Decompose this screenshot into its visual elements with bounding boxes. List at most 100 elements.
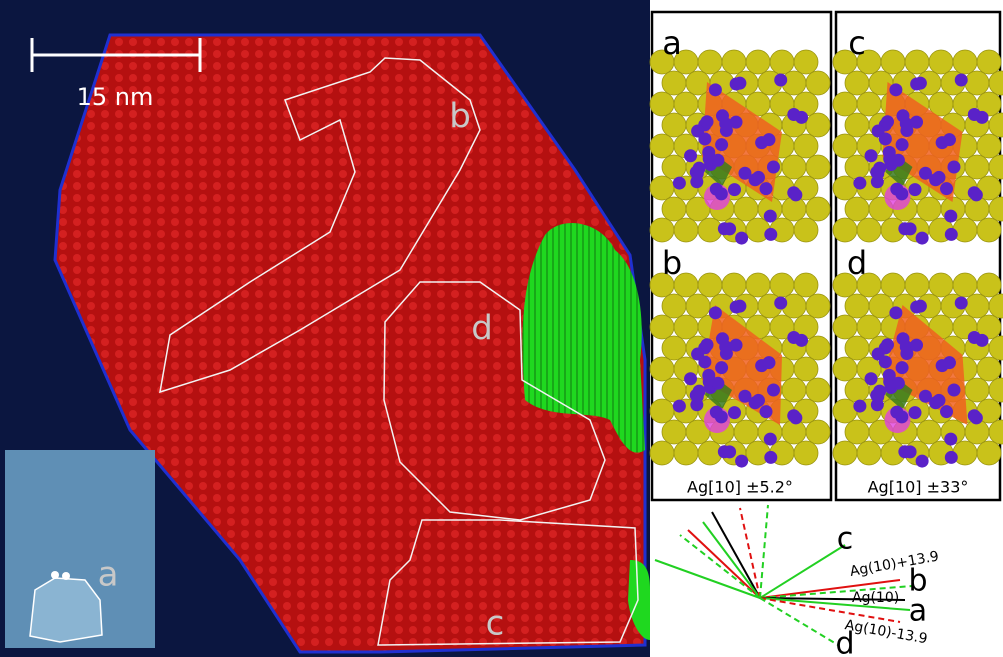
- adatom: [910, 77, 923, 90]
- adatom: [709, 306, 722, 319]
- substrate-atom: [965, 294, 989, 318]
- bright-spot: [51, 571, 59, 579]
- adatom: [749, 173, 762, 186]
- adatom: [873, 385, 886, 398]
- adatom: [968, 331, 981, 344]
- substrate-atom: [698, 273, 722, 297]
- substrate-atom: [674, 441, 698, 465]
- adatom: [889, 83, 902, 96]
- adatom: [698, 355, 711, 368]
- substrate-atom: [845, 113, 869, 137]
- substrate-atom: [857, 218, 881, 242]
- substrate-atom: [953, 273, 977, 297]
- adatom: [904, 445, 917, 458]
- adatom: [762, 133, 775, 146]
- adatom: [749, 396, 762, 409]
- adatom: [853, 400, 866, 413]
- substrate-atom: [782, 378, 806, 402]
- adatom: [693, 385, 706, 398]
- substrate-atom: [770, 50, 794, 74]
- substrate-atom: [833, 134, 857, 158]
- adatom: [910, 300, 923, 313]
- substrate-atom: [746, 273, 770, 297]
- scale-label: 15 nm: [77, 83, 154, 111]
- adatom: [945, 451, 958, 464]
- substrate-atom: [650, 441, 674, 465]
- substrate-atom: [953, 50, 977, 74]
- adatom: [730, 300, 743, 313]
- adatom: [767, 161, 780, 174]
- adatom: [943, 133, 956, 146]
- substrate-atom: [806, 336, 830, 360]
- adatom: [711, 154, 724, 167]
- region-label: c: [486, 604, 505, 644]
- adatom: [760, 405, 773, 418]
- adatom: [709, 83, 722, 96]
- adatom: [895, 187, 908, 200]
- substrate-atom: [794, 357, 818, 381]
- inset-label: a: [98, 555, 119, 595]
- substrate-atom: [650, 399, 674, 423]
- substrate-atom: [662, 420, 686, 444]
- adatom: [730, 77, 743, 90]
- adatom: [673, 400, 686, 413]
- substrate-atom: [833, 315, 857, 339]
- substrate-atom: [770, 273, 794, 297]
- adatom: [896, 138, 909, 151]
- substrate-atom: [662, 155, 686, 179]
- angle-label: d: [835, 627, 854, 657]
- adatom: [774, 74, 787, 87]
- adatom: [916, 232, 929, 245]
- adatom: [735, 455, 748, 468]
- substrate-atom: [674, 218, 698, 242]
- adatom: [892, 377, 905, 390]
- adatom: [909, 406, 922, 419]
- substrate-atom: [806, 420, 830, 444]
- adatom: [762, 356, 775, 369]
- panel-caption: Ag[10] ±5.2°: [687, 478, 793, 497]
- adatom: [728, 406, 741, 419]
- panel-label: c: [848, 24, 866, 62]
- substrate-atom: [845, 336, 869, 360]
- substrate-atom: [650, 134, 674, 158]
- adatom: [879, 355, 892, 368]
- adatom: [735, 232, 748, 245]
- substrate-atom: [734, 197, 758, 221]
- adatom: [968, 108, 981, 121]
- substrate-atom: [662, 113, 686, 137]
- substrate-atom: [806, 197, 830, 221]
- substrate-atom: [650, 315, 674, 339]
- substrate-atom: [662, 378, 686, 402]
- panel-label: d: [847, 244, 867, 282]
- substrate-atom: [929, 50, 953, 74]
- adatom: [764, 433, 777, 446]
- adatom: [673, 177, 686, 190]
- substrate-atom: [806, 155, 830, 179]
- adatom: [853, 177, 866, 190]
- adatom: [865, 372, 878, 385]
- adatom: [715, 187, 728, 200]
- substrate-atom: [674, 315, 698, 339]
- substrate-atom: [698, 50, 722, 74]
- adatom: [940, 405, 953, 418]
- angle-label: c: [837, 522, 854, 557]
- adatom: [895, 410, 908, 423]
- adatom: [787, 331, 800, 344]
- adatom: [730, 339, 743, 352]
- adatom: [723, 445, 736, 458]
- substrate-atom: [662, 294, 686, 318]
- substrate-atom: [845, 294, 869, 318]
- substrate-atom: [857, 315, 881, 339]
- substrate-atom: [662, 71, 686, 95]
- substrate-atom: [917, 197, 941, 221]
- adatom: [701, 338, 714, 351]
- adatom: [684, 149, 697, 162]
- substrate-atom: [977, 134, 1001, 158]
- substrate-atom: [650, 357, 674, 381]
- adatom: [760, 182, 773, 195]
- substrate-atom: [794, 50, 818, 74]
- substrate-atom: [686, 294, 710, 318]
- substrate-atom: [833, 357, 857, 381]
- region-label: d: [471, 309, 493, 349]
- substrate-atom: [722, 273, 746, 297]
